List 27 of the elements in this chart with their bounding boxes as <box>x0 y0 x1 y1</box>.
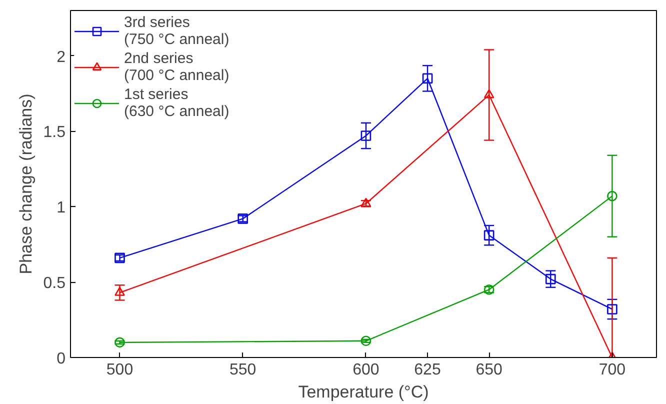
x-tick-label: 650 <box>476 362 503 378</box>
y-tick-label: 1 <box>56 200 66 217</box>
x-tick-label: 700 <box>598 362 626 378</box>
point <box>545 274 556 284</box>
legend-label: 2nd series (700 °C anneal) <box>124 50 230 84</box>
x-tick-label: 550 <box>230 362 256 378</box>
y-tick-label: 0.5 <box>43 275 66 292</box>
x-axis-title: Temperature (°C) <box>298 382 429 402</box>
point <box>422 73 433 84</box>
point <box>360 198 372 207</box>
point <box>607 190 618 202</box>
y-tick-label: 2 <box>56 48 66 66</box>
legend-label: 1st series (630 °C anneal) <box>124 86 230 120</box>
point <box>360 130 372 141</box>
x-tick-label: 625 <box>414 362 441 378</box>
y-tick-label: 1.5 <box>43 124 66 142</box>
y-axis-title: Phase change (radians) <box>16 94 36 274</box>
point <box>114 337 125 348</box>
point <box>607 304 618 314</box>
point <box>484 89 494 98</box>
point <box>360 336 372 346</box>
legend-label: 3rd series (750 °C anneal) <box>124 14 230 48</box>
y-tick-label: 0 <box>56 350 66 368</box>
point <box>114 286 125 296</box>
x-tick-label: 500 <box>106 362 134 378</box>
x-tick-label: 600 <box>352 362 380 378</box>
point <box>484 230 494 240</box>
